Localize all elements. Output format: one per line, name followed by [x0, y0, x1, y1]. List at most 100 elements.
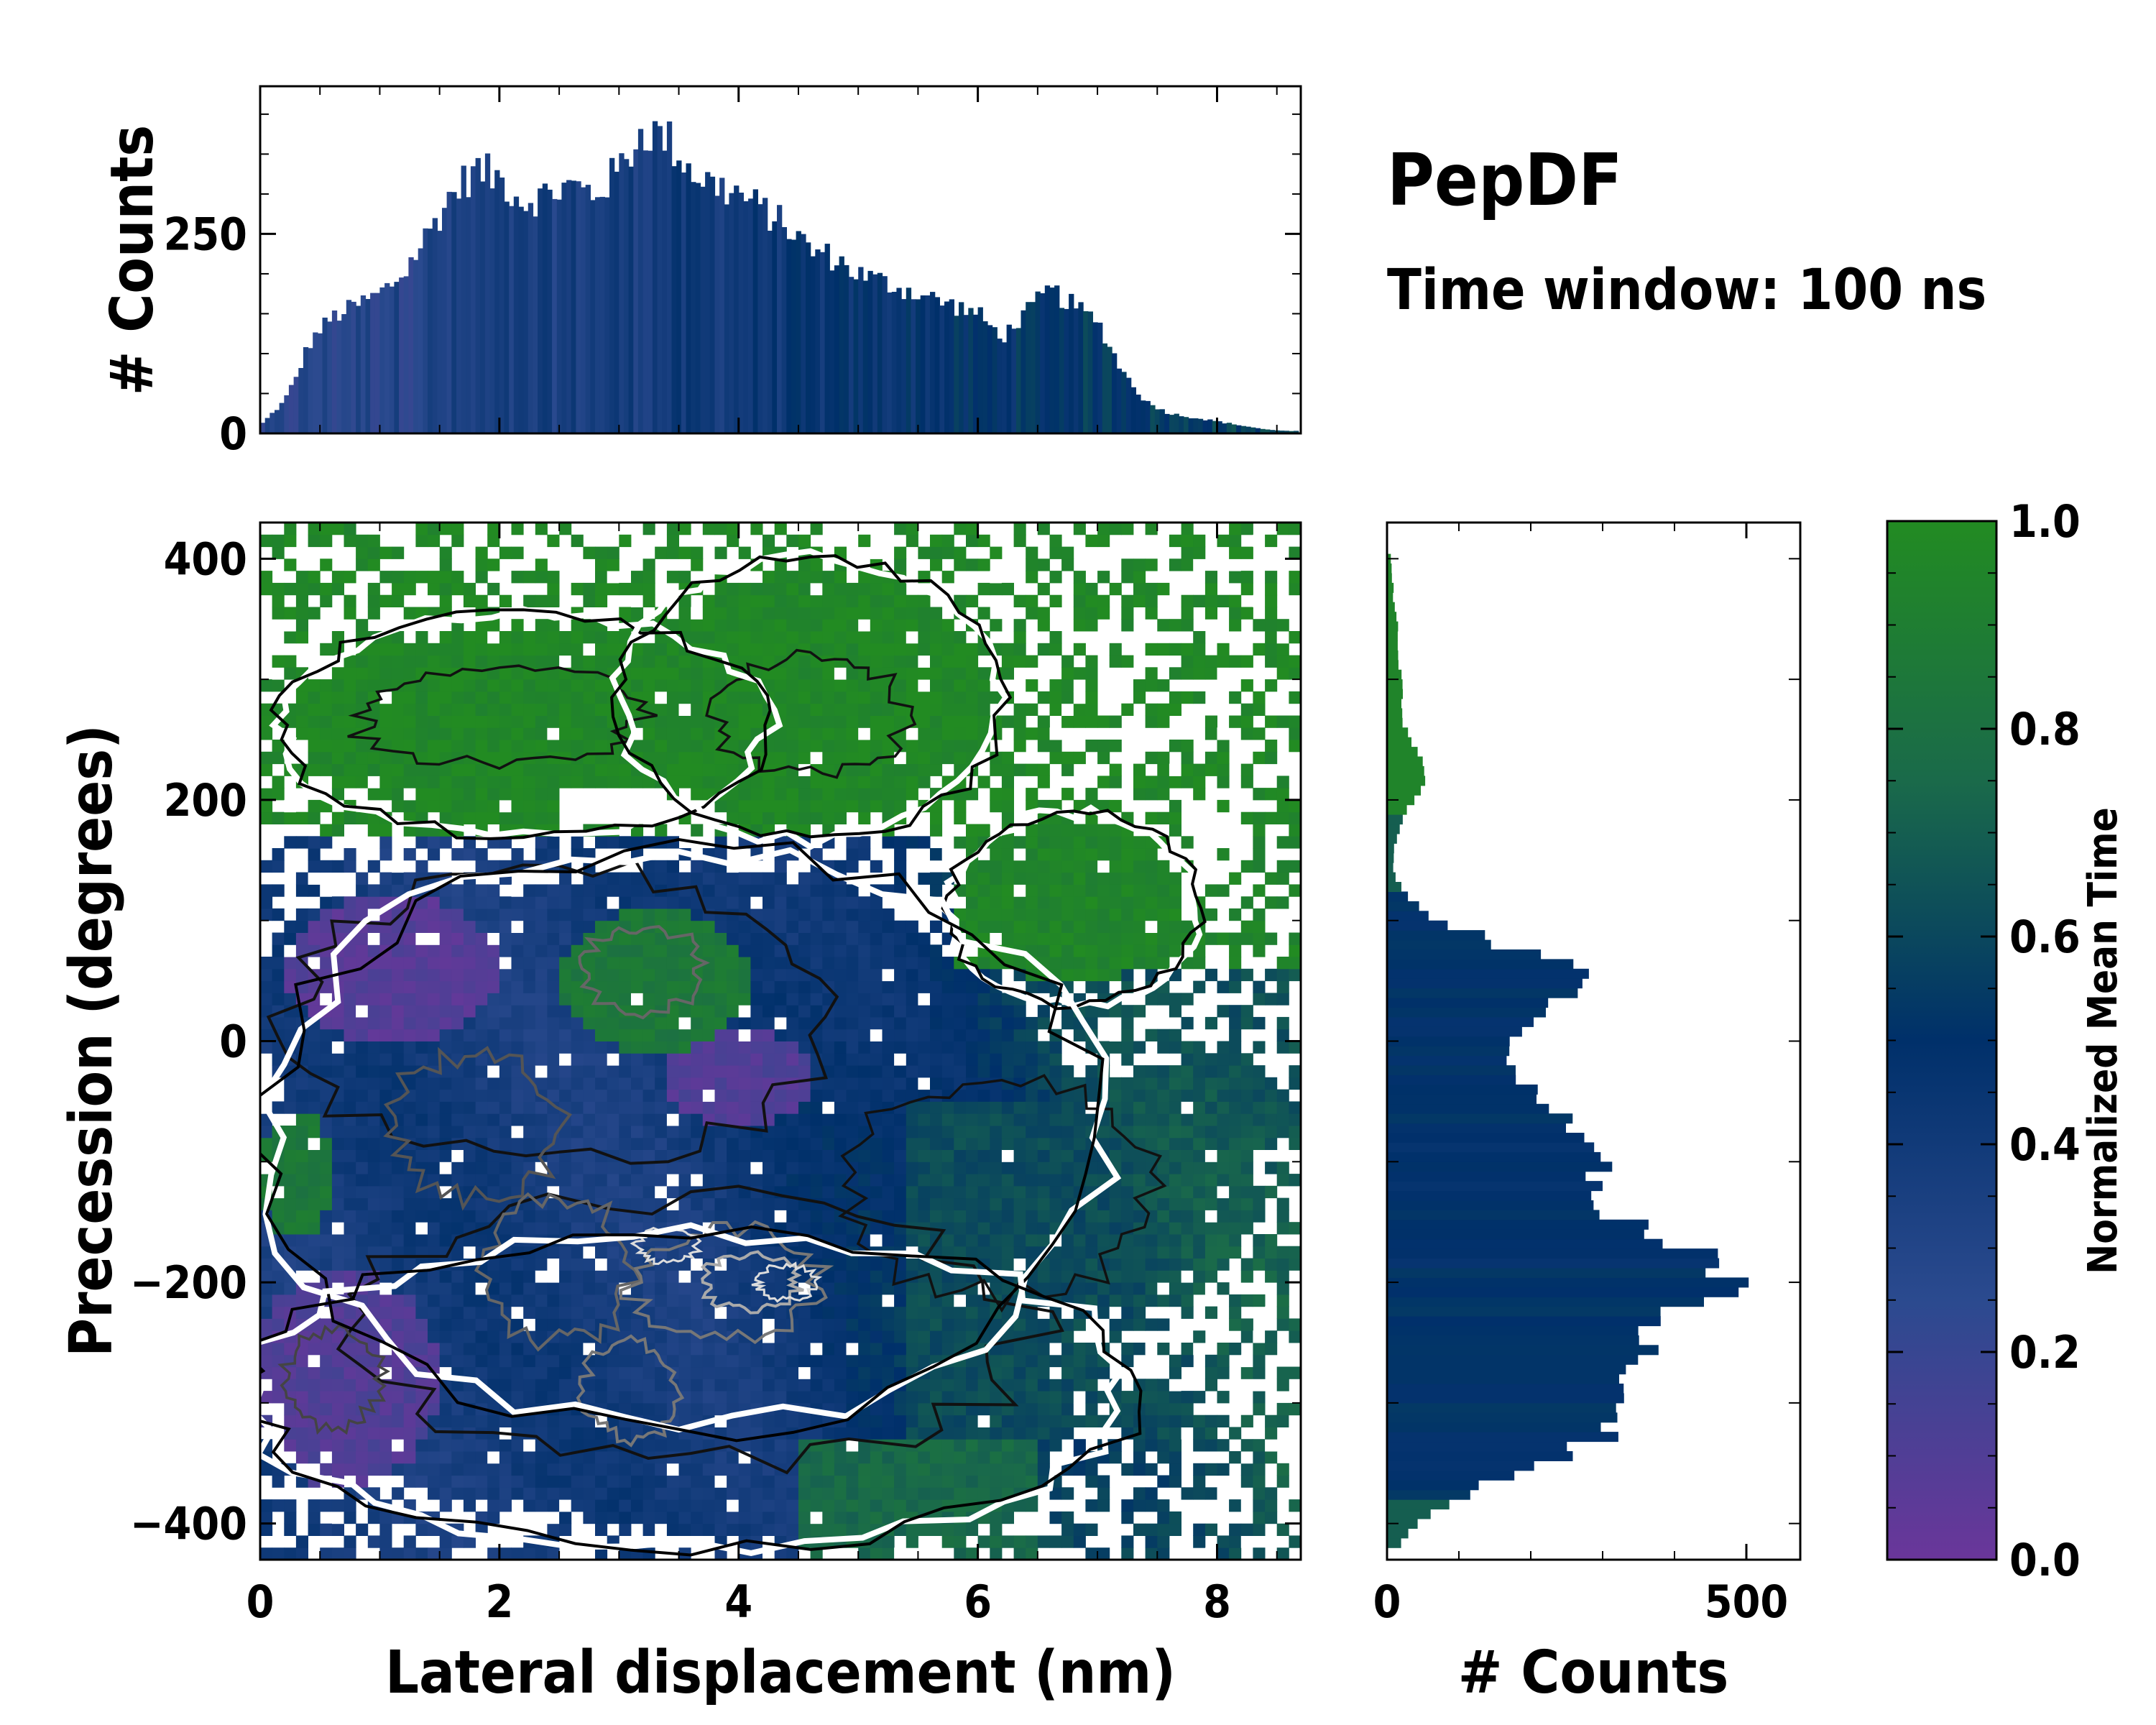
heatmap-cell — [738, 1439, 751, 1452]
heatmap-cell — [763, 1318, 775, 1331]
heatmap-cell — [499, 1016, 512, 1030]
heatmap-cell — [439, 1318, 452, 1331]
heatmap-cell — [941, 848, 954, 861]
heatmap-cell — [786, 582, 799, 596]
heatmap-cell — [702, 594, 715, 607]
heatmap-cell — [331, 1499, 344, 1512]
heatmap-cell — [451, 1126, 464, 1138]
heatmap-cell — [941, 1162, 954, 1174]
heatmap-cell — [870, 908, 883, 921]
top-hist-bar — [691, 182, 696, 433]
heatmap-cell — [571, 1222, 584, 1235]
heatmap-cell — [511, 1101, 524, 1114]
heatmap-cell — [678, 619, 691, 632]
heatmap-cell — [798, 1306, 811, 1319]
heatmap-cell — [583, 1222, 596, 1235]
heatmap-cell — [977, 1005, 990, 1018]
heatmap-cell — [272, 534, 285, 548]
heatmap-cell — [344, 1222, 356, 1235]
heatmap-cell — [763, 679, 775, 692]
heatmap-cell — [810, 594, 823, 607]
heatmap-cell — [810, 1499, 823, 1512]
heatmap-cell — [439, 1041, 452, 1054]
heatmap-cell — [511, 944, 524, 957]
heatmap-cell — [666, 667, 679, 680]
heatmap-cell — [392, 1016, 405, 1030]
heatmap-cell — [511, 523, 524, 535]
heatmap-cell — [941, 643, 954, 656]
heatmap-cell — [763, 1174, 775, 1187]
heatmap-cell — [858, 1041, 871, 1054]
heatmap-cell — [428, 1427, 441, 1440]
heatmap-cell — [966, 1379, 979, 1392]
heatmap-cell — [499, 1499, 512, 1512]
heatmap-cell — [738, 1343, 751, 1356]
heatmap-cell — [750, 1149, 763, 1162]
heatmap-cell — [535, 908, 548, 921]
top-hist-bar — [374, 293, 381, 433]
heatmap-cell — [631, 1511, 644, 1524]
top-hist-bar — [1188, 418, 1194, 433]
heatmap-cell — [738, 727, 751, 740]
heatmap-cell — [439, 1343, 452, 1356]
heatmap-cell — [678, 908, 691, 921]
heatmap-cell — [451, 848, 464, 861]
heatmap-cell — [344, 571, 356, 584]
heatmap-cell — [559, 932, 572, 945]
heatmap-cell — [487, 1343, 500, 1356]
heatmap-cell — [392, 1234, 405, 1247]
top-hist-bar — [533, 216, 538, 433]
heatmap-cell — [487, 643, 500, 656]
heatmap-cell — [284, 1402, 297, 1416]
heatmap-cell — [750, 1523, 763, 1536]
heatmap-cell — [798, 1174, 811, 1187]
heatmap-cell — [631, 740, 644, 753]
heatmap-cell — [930, 920, 943, 933]
heatmap-cell — [356, 1065, 369, 1078]
heatmap-cell — [535, 1379, 548, 1392]
heatmap-cell — [439, 776, 452, 788]
heatmap-cell — [571, 1126, 584, 1138]
heatmap-cell — [678, 1475, 691, 1488]
heatmap-cell — [727, 715, 740, 728]
top-hist-bar — [561, 183, 567, 433]
heatmap-cell — [906, 594, 918, 607]
heatmap-cell — [750, 1354, 763, 1368]
heatmap-cell — [595, 1270, 608, 1283]
heatmap-cell — [691, 1463, 704, 1476]
heatmap-cell — [941, 1041, 954, 1054]
heatmap-cell — [918, 715, 931, 728]
heatmap-cell — [882, 715, 895, 728]
top-hist-bar — [748, 198, 754, 433]
heatmap-cell — [619, 1185, 632, 1199]
heatmap-cell — [428, 1101, 441, 1114]
heatmap-cell — [260, 1511, 273, 1524]
heatmap-cell — [941, 1523, 954, 1536]
heatmap-cell — [295, 1439, 308, 1452]
heatmap-cell — [260, 715, 273, 728]
top-hist-bar — [523, 211, 529, 433]
heatmap-cell — [655, 957, 668, 970]
heatmap-cell — [966, 1126, 979, 1138]
heatmap-cell — [607, 1451, 619, 1464]
heatmap-cell — [738, 643, 751, 656]
heatmap-cell — [763, 582, 775, 596]
heatmap-cell — [906, 1137, 918, 1150]
heatmap-cell — [523, 1439, 536, 1452]
heatmap-cell — [727, 1499, 740, 1512]
heatmap-cell — [284, 619, 297, 632]
heatmap-cell — [930, 691, 943, 704]
heatmap-cell — [834, 860, 847, 873]
heatmap-cell — [882, 776, 895, 788]
heatmap-cell — [798, 872, 811, 885]
heatmap-cell — [691, 1258, 704, 1271]
heatmap-cell — [930, 631, 943, 644]
heatmap-cell — [511, 546, 524, 559]
heatmap-cell — [571, 968, 584, 982]
heatmap-cell — [439, 655, 452, 668]
heatmap-cell — [308, 1210, 321, 1223]
heatmap-cell — [763, 1354, 775, 1368]
top-hist-bar — [925, 295, 931, 433]
heatmap-cell — [750, 1463, 763, 1476]
heatmap-cell — [475, 727, 488, 740]
